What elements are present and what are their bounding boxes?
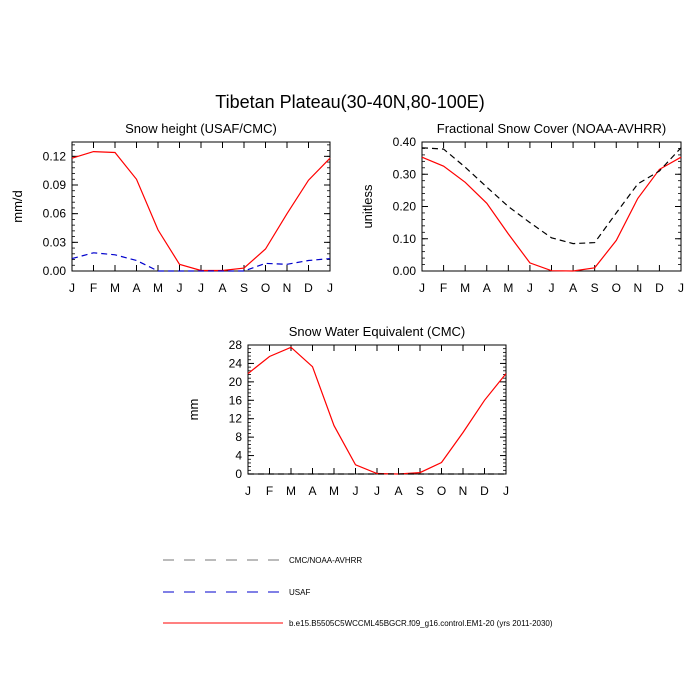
y-tick-label: 0 bbox=[235, 467, 242, 481]
x-tick-label: F bbox=[90, 281, 97, 295]
x-tick-label: S bbox=[591, 281, 599, 295]
y-tick-label: 0.12 bbox=[43, 149, 67, 163]
y-axis-label: mm bbox=[186, 399, 201, 421]
x-tick-label: J bbox=[374, 484, 380, 498]
y-tick-label: 0.40 bbox=[393, 135, 417, 149]
y-axis-label: unitless bbox=[360, 184, 375, 229]
series-line-2 bbox=[71, 252, 331, 272]
panel-title: Snow Water Equivalent (CMC) bbox=[289, 324, 466, 339]
x-tick-label: A bbox=[308, 484, 316, 498]
y-tick-label: 20 bbox=[229, 375, 243, 389]
x-tick-label: J bbox=[245, 484, 251, 498]
x-tick-label: O bbox=[261, 281, 270, 295]
legend-label-3: b.e15.B5505C5WCCML45BGCR.f09_g16.control… bbox=[289, 619, 553, 628]
y-tick-label: 0.30 bbox=[393, 167, 417, 181]
y-tick-label: 0.20 bbox=[393, 200, 417, 214]
x-tick-label: N bbox=[283, 281, 292, 295]
y-tick-label: 28 bbox=[229, 338, 243, 352]
x-tick-label: S bbox=[416, 484, 424, 498]
x-tick-label: J bbox=[177, 281, 183, 295]
x-tick-label: M bbox=[503, 281, 513, 295]
x-tick-label: F bbox=[266, 484, 273, 498]
x-tick-label: O bbox=[437, 484, 446, 498]
x-tick-label: D bbox=[480, 484, 489, 498]
x-tick-label: S bbox=[240, 281, 248, 295]
series-line-1 bbox=[247, 346, 507, 475]
y-tick-label: 0.09 bbox=[43, 178, 67, 192]
y-tick-label: 12 bbox=[229, 412, 243, 426]
x-tick-label: O bbox=[612, 281, 621, 295]
x-tick-label: A bbox=[394, 484, 402, 498]
x-tick-label: M bbox=[286, 484, 296, 498]
x-tick-label: M bbox=[110, 281, 120, 295]
plot-frame bbox=[421, 141, 682, 272]
x-tick-label: A bbox=[218, 281, 226, 295]
legend: CMC/NOAA-AVHRR USAF b.e15.B5505C5WCCML45BG… bbox=[163, 556, 553, 628]
x-tick-label: D bbox=[655, 281, 664, 295]
plot-frame bbox=[247, 344, 507, 475]
x-tick-label: J bbox=[69, 281, 75, 295]
y-tick-label: 4 bbox=[235, 449, 242, 463]
x-tick-label: A bbox=[483, 281, 491, 295]
series-line-2 bbox=[421, 147, 682, 245]
x-tick-label: J bbox=[419, 281, 425, 295]
y-tick-label: 0.06 bbox=[43, 207, 67, 221]
x-tick-label: J bbox=[549, 281, 555, 295]
y-tick-label: 0.00 bbox=[393, 264, 417, 278]
y-tick-label: 0.03 bbox=[43, 235, 67, 249]
panel-2: Fractional Snow Cover (NOAA-AVHRR) unitle… bbox=[360, 121, 684, 295]
x-tick-label: M bbox=[153, 281, 163, 295]
y-tick-label: 16 bbox=[229, 393, 243, 407]
x-tick-label: N bbox=[459, 484, 468, 498]
x-tick-label: J bbox=[353, 484, 359, 498]
x-tick-label: J bbox=[678, 281, 684, 295]
figure-title: Tibetan Plateau(30-40N,80-100E) bbox=[215, 92, 485, 112]
y-tick-label: 0.10 bbox=[393, 232, 417, 246]
x-tick-label: N bbox=[633, 281, 642, 295]
x-tick-label: J bbox=[503, 484, 509, 498]
y-tick-label: 8 bbox=[235, 430, 242, 444]
x-tick-label: M bbox=[460, 281, 470, 295]
panel-1: Snow height (USAF/CMC)mm/dJ F M A M J J A S O N D J0… bbox=[10, 121, 333, 295]
y-axis-label: mm/d bbox=[10, 190, 25, 223]
y-tick-label: 0.00 bbox=[43, 264, 67, 278]
x-tick-label: D bbox=[304, 281, 313, 295]
legend-label-2: USAF bbox=[289, 588, 310, 597]
x-tick-label: J bbox=[527, 281, 533, 295]
x-tick-label: J bbox=[327, 281, 333, 295]
x-tick-label: J bbox=[198, 281, 204, 295]
series-line-1 bbox=[421, 156, 682, 272]
x-tick-label: F bbox=[440, 281, 447, 295]
x-tick-label: A bbox=[132, 281, 140, 295]
panel-title: Fractional Snow Cover (NOAA-AVHRR) bbox=[437, 121, 666, 136]
x-tick-label: M bbox=[329, 484, 339, 498]
panel-3: Snow Water Equivalent (CMC)mmJ F M A M J J A S O N… bbox=[186, 324, 509, 498]
panels-group: Snow height (USAF/CMC)mm/dJ F M A M J J A S O N D J0… bbox=[10, 121, 684, 498]
series-line-1 bbox=[71, 150, 331, 272]
y-tick-label: 24 bbox=[229, 356, 243, 370]
panel-title: Snow height (USAF/CMC) bbox=[125, 121, 277, 136]
x-tick-label: A bbox=[569, 281, 577, 295]
legend-label-1: CMC/NOAA-AVHRR bbox=[289, 556, 362, 565]
